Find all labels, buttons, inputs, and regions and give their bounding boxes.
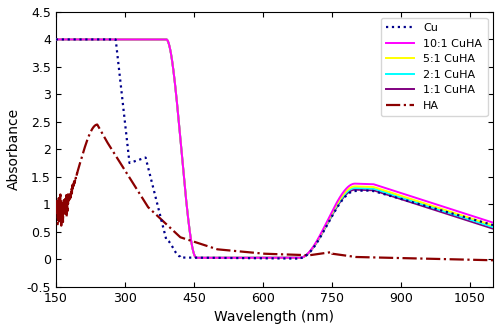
- 5:1 CuHA: [102, 37, 108, 41]
- HA: [220, 248, 226, 252]
- 10:1 CuHA: [128, 37, 134, 41]
- Line: HA: HA: [56, 124, 493, 260]
- 2:1 CuHA: [240, 256, 246, 260]
- Cu: [482, 221, 488, 225]
- 10:1 CuHA: [490, 221, 496, 225]
- 5:1 CuHA: [220, 256, 226, 260]
- 2:1 CuHA: [220, 256, 226, 260]
- 5:1 CuHA: [128, 37, 134, 41]
- 5:1 CuHA: [53, 37, 59, 41]
- Cu: [490, 223, 496, 227]
- Line: Cu: Cu: [56, 39, 493, 259]
- 2:1 CuHA: [128, 37, 134, 41]
- HA: [53, 205, 59, 209]
- 2:1 CuHA: [482, 222, 488, 226]
- 1:1 CuHA: [53, 37, 59, 41]
- 5:1 CuHA: [490, 223, 496, 227]
- 10:1 CuHA: [220, 256, 226, 260]
- Cu: [220, 256, 226, 260]
- X-axis label: Wavelength (nm): Wavelength (nm): [214, 310, 334, 324]
- Line: 5:1 CuHA: 5:1 CuHA: [56, 39, 493, 258]
- Cu: [53, 37, 59, 41]
- 1:1 CuHA: [482, 224, 488, 228]
- HA: [490, 258, 496, 262]
- Line: 1:1 CuHA: 1:1 CuHA: [56, 39, 493, 258]
- HA: [240, 250, 246, 254]
- HA: [94, 122, 100, 126]
- Line: 2:1 CuHA: 2:1 CuHA: [56, 39, 493, 258]
- 2:1 CuHA: [102, 37, 108, 41]
- 5:1 CuHA: [434, 206, 440, 210]
- 1:1 CuHA: [490, 227, 496, 231]
- 1:1 CuHA: [220, 256, 226, 260]
- 2:1 CuHA: [53, 37, 59, 41]
- 1:1 CuHA: [128, 37, 134, 41]
- Line: 10:1 CuHA: 10:1 CuHA: [56, 39, 493, 258]
- 2:1 CuHA: [434, 207, 440, 211]
- 1:1 CuHA: [193, 256, 199, 260]
- 10:1 CuHA: [434, 203, 440, 207]
- Cu: [102, 37, 108, 41]
- 1:1 CuHA: [102, 37, 108, 41]
- 10:1 CuHA: [102, 37, 108, 41]
- 1:1 CuHA: [240, 256, 246, 260]
- HA: [129, 179, 135, 183]
- Legend: Cu, 10:1 CuHA, 5:1 CuHA, 2:1 CuHA, 1:1 CuHA, HA: Cu, 10:1 CuHA, 5:1 CuHA, 2:1 CuHA, 1:1 C…: [380, 18, 488, 117]
- 2:1 CuHA: [193, 256, 199, 260]
- Cu: [434, 207, 440, 211]
- 10:1 CuHA: [240, 256, 246, 260]
- Y-axis label: Absorbance: Absorbance: [7, 108, 21, 190]
- 1:1 CuHA: [434, 209, 440, 213]
- 10:1 CuHA: [193, 256, 199, 260]
- Cu: [128, 160, 134, 164]
- HA: [482, 258, 488, 262]
- HA: [434, 257, 440, 261]
- 5:1 CuHA: [482, 221, 488, 225]
- Cu: [240, 256, 246, 260]
- 2:1 CuHA: [490, 225, 496, 229]
- 5:1 CuHA: [193, 256, 199, 260]
- 10:1 CuHA: [482, 218, 488, 222]
- 5:1 CuHA: [240, 256, 246, 260]
- Cu: [297, 257, 303, 260]
- 10:1 CuHA: [53, 37, 59, 41]
- HA: [103, 138, 109, 142]
